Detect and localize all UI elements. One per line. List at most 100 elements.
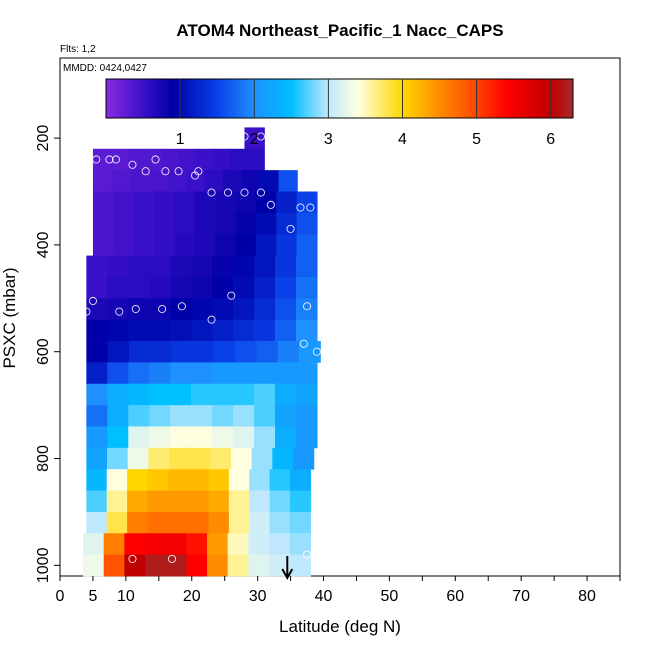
heatmap-cell (92, 234, 114, 256)
sample-point (151, 155, 160, 164)
heatmap-cell (128, 319, 150, 342)
y-tick-label: 800 (35, 445, 52, 472)
heatmap-cell (208, 490, 230, 513)
dates-label: MMDD: 0424,0427 (63, 63, 147, 74)
heatmap-cells (83, 127, 321, 577)
heatmap-cell (289, 490, 311, 513)
heatmap-cell (272, 447, 294, 470)
sample-point (256, 132, 265, 141)
heatmap-cell (254, 319, 276, 342)
heatmap-cell (130, 170, 150, 192)
sample-point (131, 304, 140, 314)
heatmap-cell (186, 533, 208, 556)
heatmap-cell (106, 511, 128, 534)
heatmap-cell (296, 212, 318, 235)
heatmap-cell (149, 255, 171, 278)
heatmap-cell (127, 490, 149, 513)
heatmap-cell (170, 405, 192, 427)
heatmap-cell (233, 276, 255, 299)
heatmap-cell (254, 255, 276, 278)
heatmap-cell (249, 469, 271, 491)
heatmap-cell (269, 554, 291, 577)
heatmap-cell (107, 298, 129, 321)
heatmap-cell (107, 426, 129, 449)
heatmap-cell (255, 234, 277, 256)
sample-point (88, 296, 97, 306)
heatmap-cell (215, 234, 237, 256)
plot-frame (59, 57, 621, 577)
heatmap-cell (275, 319, 297, 342)
heatmap-cell (86, 426, 108, 449)
heatmap-cell (191, 319, 213, 342)
heatmap-cell (170, 298, 192, 321)
sample-point (286, 224, 295, 233)
heatmap-cell (235, 191, 257, 214)
x-tick-label: 5 (88, 588, 97, 605)
heatmap-cell (149, 276, 171, 299)
heatmap-cell (295, 426, 318, 449)
x-tick-label: 60 (446, 588, 464, 605)
heatmap-cell (228, 490, 250, 513)
x-tick-label: 70 (512, 588, 530, 605)
heatmap-cell (154, 191, 175, 214)
heatmap-cell (174, 191, 196, 214)
heatmap-cell (106, 490, 128, 513)
colorbar-tick-label: 6 (546, 131, 555, 148)
heatmap-cell (229, 148, 248, 171)
heatmap-cell (188, 469, 210, 491)
x-tick-label: 40 (315, 588, 333, 605)
heatmap-cell (212, 319, 234, 342)
heatmap-cell (191, 405, 213, 427)
heatmap-cell (194, 234, 216, 256)
sample-point (303, 302, 312, 311)
heatmap-cell (207, 554, 229, 577)
sample-point (128, 160, 137, 169)
heatmap-cell (289, 533, 311, 556)
heatmap-cell (295, 405, 318, 427)
heatmap-cell (127, 148, 145, 171)
heatmap-cell (275, 383, 297, 406)
heatmap-cell (111, 170, 131, 192)
y-tick-label: 200 (35, 125, 52, 152)
heatmap-cell (269, 490, 291, 513)
sample-point (223, 188, 233, 197)
heatmap-cell (191, 298, 213, 321)
heatmap-cell (174, 234, 196, 256)
heatmap-cell (148, 170, 168, 192)
heatmap-cell (233, 405, 255, 427)
colorbar-tick-label: 5 (472, 131, 481, 148)
sample-point (111, 155, 121, 164)
heatmap-cell (165, 554, 187, 577)
heatmap-cell (127, 511, 149, 534)
x-tick-label: 20 (183, 588, 201, 605)
heatmap-cell (145, 533, 167, 556)
colorbar-ticks: 1 2 3 4 5 6 (176, 79, 555, 148)
heatmap-cell (276, 234, 298, 256)
heatmap-cell (213, 341, 236, 363)
sample-point (207, 315, 216, 324)
heatmap-cell (295, 255, 318, 278)
heatmap-cell (276, 191, 298, 214)
heatmap-cell (113, 234, 135, 256)
heatmap-cell (292, 447, 315, 470)
heatmap-cell (275, 255, 297, 278)
x-tick-label: 10 (117, 588, 135, 605)
sample-point (158, 304, 167, 314)
heatmap-cell (295, 383, 318, 406)
heatmap-cell (147, 511, 169, 534)
heatmap-cell (186, 554, 208, 577)
heatmap-cell (275, 405, 297, 427)
colorbar-tick-label: 4 (398, 131, 407, 148)
heatmap-cell (165, 533, 187, 556)
sample-point (115, 307, 124, 316)
sample-point (227, 291, 236, 300)
heatmap-cell (233, 319, 255, 342)
heatmap-cell (208, 511, 230, 534)
heatmap-cell (191, 276, 213, 299)
sample-point (177, 302, 186, 311)
heatmap-cell (222, 170, 243, 192)
heatmap-cell (107, 383, 129, 406)
heatmap-cell (212, 148, 231, 171)
heatmap-cell (107, 276, 129, 299)
heatmap-cell (133, 191, 155, 214)
